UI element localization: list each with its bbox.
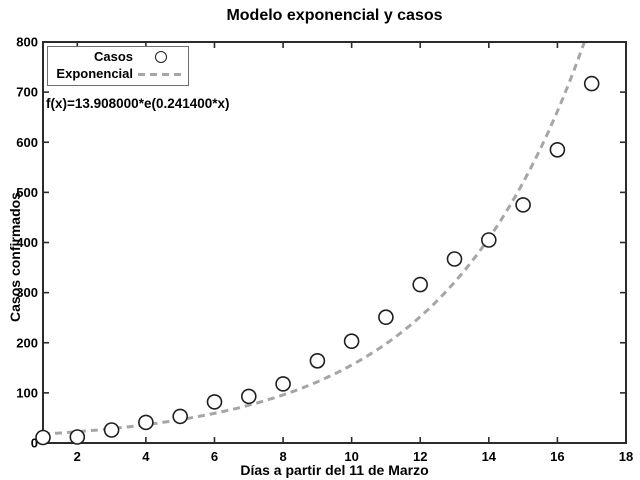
data-point-marker xyxy=(103,422,120,438)
data-point-marker xyxy=(583,75,600,92)
x-tick-label: 18 xyxy=(619,449,633,464)
x-tick-label: 2 xyxy=(74,449,81,464)
model-equation-text: f(x)=13.908000*e(0.241400*x) xyxy=(46,96,230,111)
legend-label-casos: Casos xyxy=(93,49,133,64)
data-point-marker xyxy=(480,232,497,248)
x-tick-label: 6 xyxy=(211,449,218,464)
dashed-line-icon xyxy=(137,66,185,82)
data-point-marker xyxy=(412,276,429,293)
data-point-marker xyxy=(241,388,257,405)
y-tick-label: 100 xyxy=(16,385,38,400)
data-point-marker xyxy=(378,309,394,326)
legend-box: Casos Exponencial xyxy=(47,46,189,86)
x-tick-label: 14 xyxy=(482,449,497,464)
data-point-marker xyxy=(275,376,291,392)
y-tick-label: 500 xyxy=(16,185,38,200)
y-tick-label: 300 xyxy=(16,285,38,300)
data-point-marker xyxy=(343,333,360,350)
data-point-marker xyxy=(69,429,86,445)
y-tick-label: 400 xyxy=(16,235,38,250)
data-point-marker xyxy=(446,251,463,267)
y-tick-label: 600 xyxy=(16,135,38,150)
data-point-marker xyxy=(206,394,223,410)
y-tick-label: 200 xyxy=(16,335,38,350)
y-tick-label: 700 xyxy=(16,85,38,100)
data-point-marker xyxy=(515,197,531,213)
y-tick-label: 0 xyxy=(31,436,38,451)
data-point-marker xyxy=(309,352,326,369)
legend-label-exponencial: Exponencial xyxy=(56,66,133,81)
exponential-curve xyxy=(42,42,586,436)
data-point-marker xyxy=(138,414,154,431)
data-point-marker xyxy=(172,408,188,425)
circle-marker-icon xyxy=(137,49,185,65)
y-tick-label: 800 xyxy=(16,35,38,50)
x-tick-label: 12 xyxy=(413,449,427,464)
x-tick-label: 16 xyxy=(550,449,564,464)
x-axis-label: Días a partir del 11 de Marzo xyxy=(240,462,429,478)
data-point-marker xyxy=(549,142,566,158)
chart-title: Modelo exponencial y casos xyxy=(226,7,443,24)
x-tick-label: 10 xyxy=(344,449,358,464)
x-tick-label: 4 xyxy=(142,449,150,464)
y-axis-label: Casos confirmados xyxy=(7,192,23,322)
data-point-marker xyxy=(35,429,51,446)
x-tick-label: 8 xyxy=(279,449,286,464)
